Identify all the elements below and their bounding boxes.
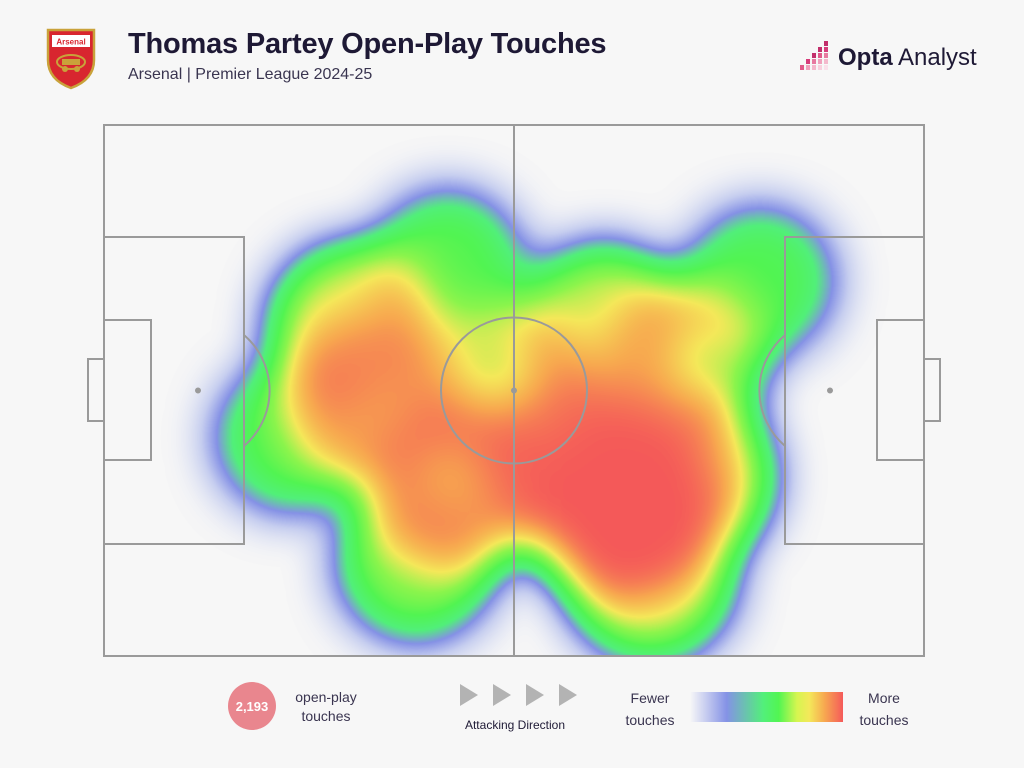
play-arrow-icon bbox=[559, 684, 577, 706]
left-penalty-arc bbox=[243, 334, 271, 447]
play-arrow-icon bbox=[526, 684, 544, 706]
heat-hotspot bbox=[565, 492, 736, 656]
crest-text: Arsenal bbox=[56, 38, 85, 47]
heatmap-chart bbox=[87, 124, 941, 657]
heat-hotspot bbox=[213, 359, 369, 515]
touches-count-badge: 2,193 bbox=[228, 682, 276, 730]
touches-label: open-play touches bbox=[295, 689, 357, 724]
center-circle bbox=[440, 316, 588, 465]
right-penalty-arc bbox=[758, 334, 786, 447]
opta-logo-icon bbox=[800, 41, 828, 70]
left-goal bbox=[87, 358, 105, 422]
play-arrow-icon bbox=[460, 684, 478, 706]
heat-hotspot bbox=[370, 188, 526, 344]
page-subtitle: Arsenal | Premier League 2024-25 bbox=[128, 66, 373, 83]
brand-light: Analyst bbox=[898, 44, 977, 71]
arsenal-crest-icon: Arsenal bbox=[46, 28, 96, 90]
play-arrow-icon bbox=[493, 684, 511, 706]
opta-analyst-logo: Opta Analyst bbox=[798, 38, 998, 78]
heat-hotspot bbox=[683, 204, 837, 358]
legend-color-scale bbox=[690, 692, 843, 722]
brand-bold: Opta bbox=[838, 44, 893, 71]
right-penalty-spot bbox=[827, 387, 833, 394]
attacking-direction-arrows bbox=[460, 684, 577, 706]
left-penalty-spot bbox=[195, 387, 201, 394]
page-title: Thomas Partey Open-Play Touches bbox=[128, 28, 607, 60]
legend-high-label: More touches bbox=[859, 690, 909, 728]
right-goal bbox=[923, 358, 941, 422]
legend-low-label: Fewer touches bbox=[625, 690, 675, 728]
heat-hotspot bbox=[335, 481, 497, 643]
attacking-direction-label: Attacking Direction bbox=[464, 718, 566, 732]
center-spot bbox=[511, 387, 517, 394]
pitch-lines bbox=[87, 124, 941, 657]
